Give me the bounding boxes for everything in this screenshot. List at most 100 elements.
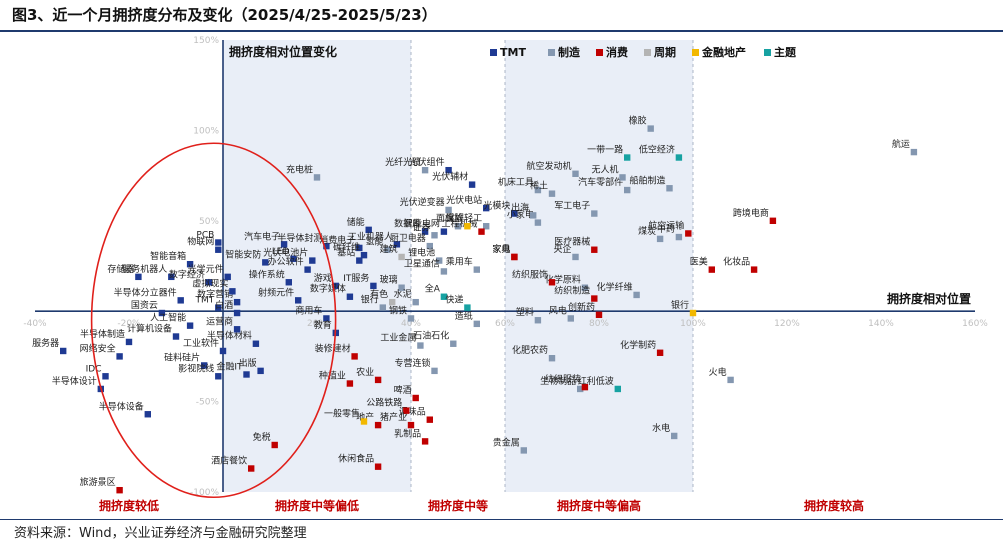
point-label: 商用车: [295, 304, 322, 316]
point-label: 硅料硅片: [164, 351, 200, 363]
zone-band-3: [505, 40, 693, 492]
point-label: 厨卫电器: [390, 232, 426, 244]
point-label: 光学元件: [188, 263, 224, 275]
point-0-9: [125, 338, 133, 346]
point-label: 出海: [511, 201, 529, 213]
point-label: 人工智能: [150, 312, 186, 324]
point-label: 面板: [436, 212, 454, 224]
point-label: 酒店餐饮: [211, 454, 247, 466]
point-label: 教育: [314, 319, 332, 331]
point-1-28: [624, 186, 631, 194]
point-label: 小家电: [507, 209, 534, 221]
point-label: 充电桩: [286, 163, 313, 175]
point-2-20: [374, 463, 382, 470]
point-0-11: [186, 322, 194, 329]
point-0-8: [158, 309, 166, 317]
point-1-22: [581, 284, 589, 291]
point-1-4: [431, 232, 438, 239]
point-0-37: [346, 293, 354, 300]
point-0-26: [229, 288, 236, 295]
point-label: 数字媒体: [310, 283, 346, 295]
point-2-10: [656, 349, 664, 356]
point-label: 智能电网: [404, 218, 440, 230]
scatter-chart: -40% -20% 20% 40% 60% 80% 100% 120% 140% 160% 150%…: [23, 36, 988, 513]
point-0-3: [135, 273, 142, 281]
point-1-6: [426, 242, 433, 250]
point-1-3: [454, 223, 462, 230]
title-rule: [0, 30, 1003, 32]
point-2-23: [116, 486, 123, 494]
point-label: 半导体材料: [207, 330, 252, 342]
point-label: 半导体分立器件: [114, 286, 177, 298]
point-label: 煤炭: [638, 225, 656, 237]
bottom-rule: [0, 519, 1003, 520]
point-1-7: [436, 257, 443, 264]
zone-label-3: 拥挤度中等偏高: [557, 498, 641, 513]
point-label: IT服务: [343, 272, 369, 284]
point-0-20: [252, 340, 260, 347]
legend-swatch-5: [764, 49, 771, 56]
point-1-21: [577, 385, 584, 393]
point-label: 贵金属: [493, 436, 520, 448]
legend-swatch-0: [490, 49, 497, 56]
point-0-0: [215, 239, 222, 246]
point-2-14: [403, 407, 410, 414]
point-label: 生物制品: [540, 375, 576, 387]
point-0-35: [309, 257, 316, 264]
x-tick-label: 20%: [307, 319, 327, 329]
point-1-10: [398, 284, 405, 291]
point-0-24: [233, 298, 241, 306]
point-1-15: [417, 342, 424, 349]
point-label: 化妆品: [723, 256, 750, 268]
point-1-12: [407, 315, 415, 322]
point-2-11: [581, 383, 589, 391]
legend-entry-4: 金融地产: [701, 45, 746, 59]
point-4-2: [360, 418, 368, 425]
point-label: 全A: [425, 283, 441, 295]
point-label: 光伏辅材: [432, 171, 468, 183]
point-1-27: [591, 210, 598, 217]
point-label: 操作系统: [249, 268, 285, 280]
highlight-ellipse: [90, 142, 337, 499]
point-label: 建筑: [380, 243, 398, 255]
point-label: 光模块: [483, 200, 510, 212]
point-2-12: [412, 394, 419, 402]
point-0-14: [102, 373, 109, 380]
zone-band-1: [223, 40, 411, 492]
point-0-25: [233, 309, 241, 317]
point-1-9: [473, 266, 480, 273]
point-label: 智能音箱: [150, 250, 186, 262]
point-label: 出版: [239, 357, 257, 369]
point-label: 光伏电站: [446, 194, 482, 206]
point-label: 种植业: [319, 370, 346, 382]
point-0-16: [215, 373, 222, 380]
point-label: 储能: [347, 216, 365, 228]
point-2-6: [685, 230, 692, 237]
legend-swatch-2: [596, 49, 603, 56]
point-0-13: [60, 347, 67, 355]
point-label: 银行: [361, 294, 379, 306]
x-tick-label: 100%: [680, 319, 706, 329]
point-label: 专营连锁: [394, 357, 430, 369]
point-label: 休闲食品: [338, 453, 374, 465]
point-0-6: [177, 297, 184, 304]
point-0-36: [332, 282, 339, 290]
point-0-43: [360, 251, 368, 259]
point-label: 创新药: [568, 301, 595, 313]
point-label: 化学纤维: [597, 281, 633, 293]
point-2-17: [421, 438, 429, 445]
y-tick-label: 100%: [193, 126, 219, 136]
point-label: 光伏逆变器: [400, 196, 445, 208]
point-label: 射频元件: [258, 286, 294, 298]
point-label: 数据库: [394, 218, 421, 230]
point-0-47: [468, 181, 476, 188]
point-label: 无人机: [591, 163, 618, 175]
point-label: 白酒: [215, 299, 233, 311]
point-2-0: [478, 228, 485, 235]
point-label: 家具: [492, 243, 510, 255]
point-2-21: [271, 441, 278, 449]
point-label: 央企: [553, 243, 571, 255]
point-label: 碳纤维: [333, 241, 360, 253]
point-label: 跨境电商: [733, 207, 769, 219]
point-label: 智能安防: [225, 248, 261, 260]
